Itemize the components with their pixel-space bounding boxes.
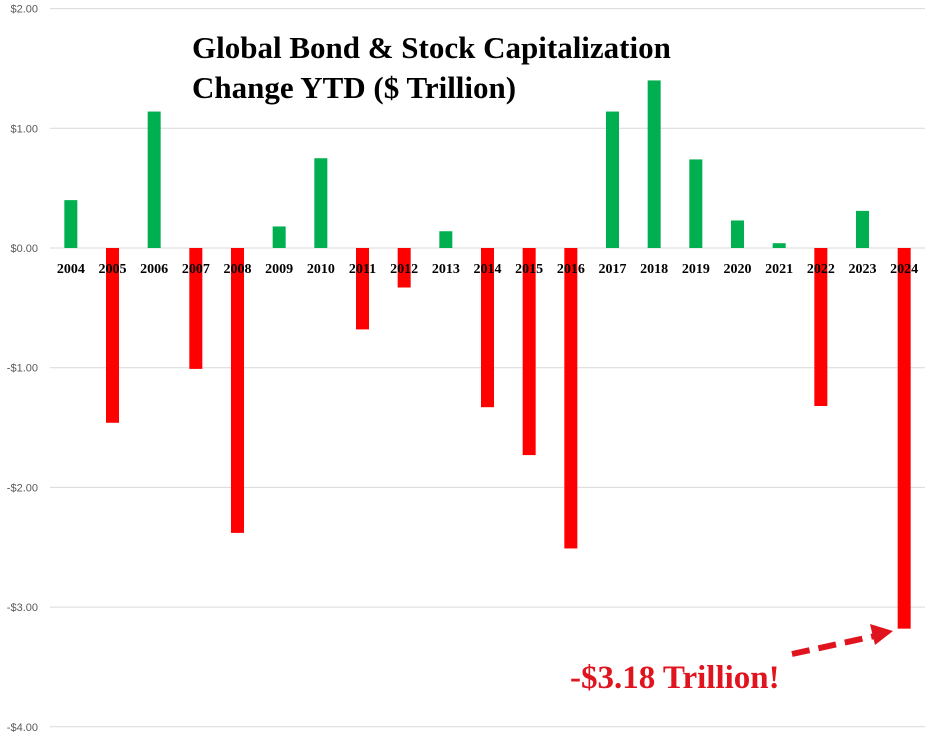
y-axis-ticks: $2.00 $1.00 $0.00 -$1.00 -$2.00 -$3.00 -$4.00 [7,4,38,734]
y-tick-label: -$1.00 [7,363,38,375]
bar-2020 [731,220,744,248]
y-tick-label: -$3.00 [7,602,38,614]
x-tick-label: 2021 [765,262,793,277]
bar-2014 [481,248,494,408]
chart-title-line-1: Global Bond & Stock Capitalization [192,30,671,65]
x-tick-label: 2013 [432,262,460,277]
y-tick-label: -$2.00 [7,482,38,494]
x-tick-label: 2015 [515,262,543,277]
y-tick-label: $2.00 [10,4,38,16]
bar-2018 [647,80,661,248]
bar-2017 [606,111,619,249]
x-tick-label: 2019 [682,262,710,277]
y-tick-label: $1.00 [10,123,38,135]
bar-2004 [64,200,78,248]
x-tick-label: 2022 [807,262,835,277]
bars [64,80,911,629]
x-tick-label: 2020 [724,262,752,277]
bar-2009 [272,226,286,248]
x-tick-label: 2007 [182,262,210,277]
x-tick-label: 2009 [265,262,293,277]
bar-2010 [314,158,328,248]
bar-2022 [814,248,828,407]
bar-2019 [689,159,703,248]
x-tick-label: 2018 [640,262,668,277]
bar-2013 [439,231,453,248]
x-tick-label: 2023 [849,262,877,277]
bar-2021 [772,243,786,248]
x-tick-label: 2016 [557,262,585,277]
bar-2006 [147,111,161,249]
x-axis-labels: 2004 2005 2006 2007 2008 2009 2010 2011 2012 2013… [57,262,918,277]
annotation-label: -$3.18 Trillion! [570,660,780,696]
x-tick-label: 2006 [140,262,168,277]
x-tick-label: 2012 [390,262,418,277]
bar-2016 [564,248,578,549]
x-tick-label: 2010 [307,262,335,277]
bar-2011 [356,248,369,330]
x-tick-label: 2011 [349,262,376,277]
x-tick-label: 2005 [99,262,127,277]
x-tick-label: 2008 [224,262,252,277]
bar-2007 [189,248,203,369]
x-tick-label: 2017 [599,262,627,277]
x-tick-label: 2014 [474,262,502,277]
x-tick-label: 2024 [890,262,918,277]
bar-2023 [856,210,869,248]
y-tick-label: $0.00 [10,243,38,255]
annotation-arrow [791,624,893,657]
bar-2012 [397,248,411,288]
bar-2008 [231,248,244,533]
bar-2024 [897,248,911,629]
bar-2005 [106,248,119,423]
y-tick-label: -$4.00 [7,722,38,734]
bar-2015 [522,248,536,456]
chart-title-line-2: Change YTD ($ Trillion) [192,70,516,105]
x-tick-label: 2004 [57,262,85,277]
